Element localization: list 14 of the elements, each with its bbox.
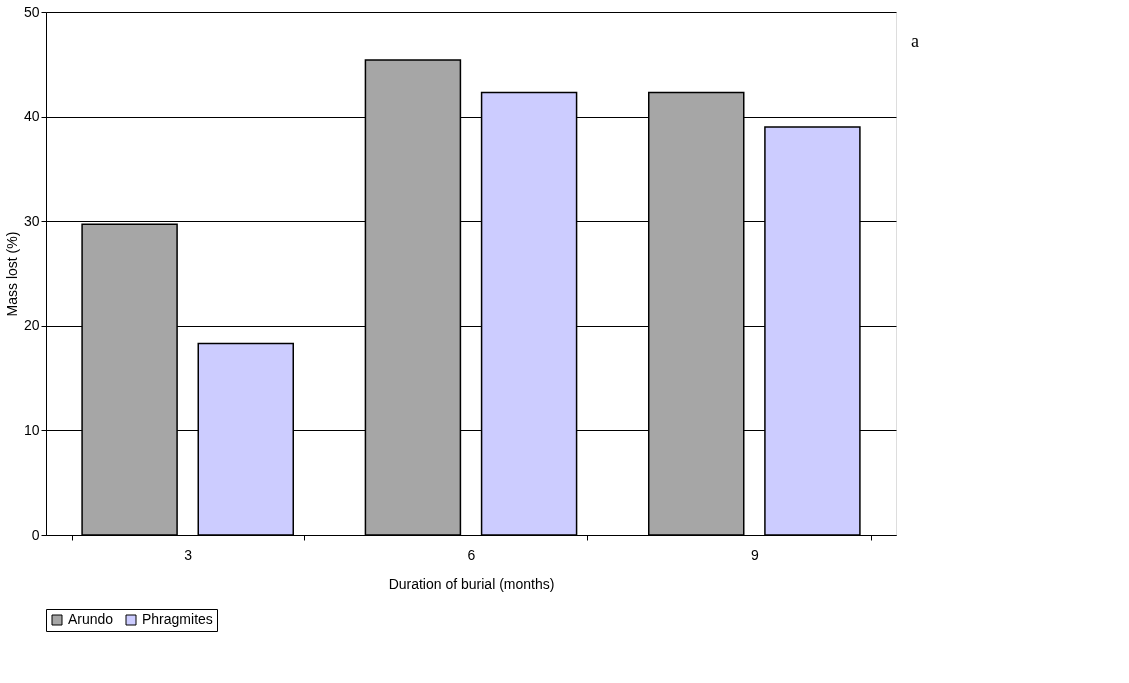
y-tick-label: 40 xyxy=(23,108,40,125)
text: a xyxy=(911,31,919,51)
y-tick-label: 30 xyxy=(23,212,40,229)
x-axis-title: Duration of burial (months) xyxy=(388,575,555,592)
x-tick-label: 6 xyxy=(467,546,476,563)
x-tick-label: 3 xyxy=(184,546,193,563)
legend-label: Phragmites xyxy=(142,611,213,627)
y-tick-label: 20 xyxy=(23,317,40,334)
legend-label: Arundo xyxy=(68,611,114,627)
y-axis-title: Mass lost (%) xyxy=(3,231,20,317)
x-tick-label: 9 xyxy=(750,546,759,563)
y-tick-label: 0 xyxy=(31,526,40,543)
y-tick-label: 50 xyxy=(23,3,40,20)
y-tick-label: 10 xyxy=(23,421,40,438)
